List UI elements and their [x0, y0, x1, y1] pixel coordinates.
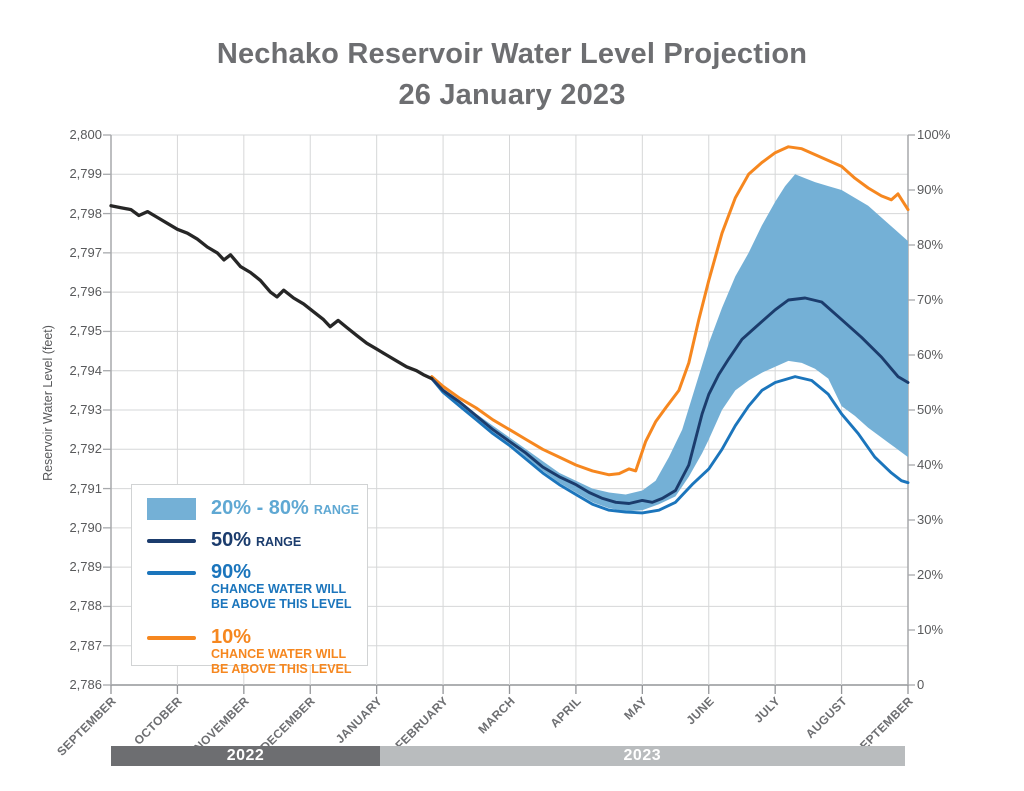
y-left-tick-label: 2,791	[69, 480, 102, 496]
year-bar-2022: 2022	[111, 746, 380, 766]
band-swatch	[147, 497, 196, 520]
legend-p90-caption: CHANCE WATER WILL BE ABOVE THIS LEVEL	[211, 582, 352, 611]
median-line-swatch	[147, 538, 196, 543]
x-tick-label-january-4: JANUARY	[332, 694, 385, 747]
y-left-tick-label: 2,799	[69, 166, 102, 182]
legend-band-sub: RANGE	[313, 503, 359, 517]
p10-line	[430, 145, 910, 477]
y-left-tick-label: 2,789	[69, 559, 102, 575]
y-left-tick-label: 2,790	[69, 519, 102, 535]
legend-median-sub: RANGE	[256, 535, 302, 549]
y-right-tick-label: 100%	[917, 127, 951, 142]
x-tick-label-february-5: FEBRUARY	[392, 694, 451, 753]
x-tick-label-july-10: JULY	[751, 694, 784, 726]
p10-line-swatch	[147, 635, 196, 640]
y-left-tick-label: 2,798	[69, 205, 102, 221]
chart-title-line1: Nechako Reservoir Water Level Projection	[216, 38, 808, 70]
x-tick-label-september-0: SEPTEMBER	[54, 694, 119, 759]
legend-item-p10: 10%	[147, 626, 367, 649]
chart-title-line2: 26 January 2023	[398, 79, 626, 111]
x-tick-label-june-9: JUNE	[683, 694, 717, 728]
legend-p10-pct: 10%	[211, 626, 252, 648]
legend-item-band: 20% - 80% RANGE	[147, 497, 367, 520]
p90-line-swatch	[147, 570, 196, 575]
y-right-tick-label: 80%	[917, 237, 944, 252]
y-right-tick-label: 50%	[917, 402, 944, 417]
x-tick-label-october-1: OCTOBER	[131, 694, 186, 748]
y-right-tick-label: 0	[917, 677, 925, 692]
legend-band-pct: 20% - 80%	[211, 497, 309, 519]
p90-line	[430, 375, 910, 515]
y-right-tick-label: 20%	[917, 567, 944, 582]
y-right-tick-label: 90%	[917, 182, 944, 197]
legend-p10-caption: CHANCE WATER WILL BE ABOVE THIS LEVEL	[211, 647, 352, 676]
y-left-tick-label: 2,800	[69, 127, 102, 142]
legend-p90-pct: 90%	[211, 561, 252, 583]
x-tick-label-august-11: AUGUST	[802, 694, 850, 742]
legend-box: 20% - 80% RANGE 50% RANGE 90% CHANCE WAT…	[131, 484, 368, 676]
y-left-tick-label: 2,795	[69, 323, 102, 339]
y-left-tick-label: 2,786	[69, 677, 102, 692]
y-left-tick-label: 2,797	[69, 244, 102, 260]
median-line	[430, 296, 910, 505]
y-right-tick-label: 40%	[917, 457, 944, 472]
y-right-tick-label: 70%	[917, 292, 944, 307]
y-right-tick-label: 30%	[917, 512, 944, 527]
legend-median-pct: 50%	[211, 529, 252, 551]
historical-line	[109, 204, 434, 381]
y-left-tick-label: 2,792	[69, 441, 102, 457]
band-20-80	[436, 174, 908, 512]
x-tick-label-may-8: MAY	[621, 694, 651, 723]
y-left-tick-label: 2,788	[69, 598, 102, 614]
y-left-tick-label: 2,794	[69, 362, 102, 378]
legend-item-p90: 90%	[147, 561, 367, 584]
y-left-tick-label: 2,793	[69, 402, 102, 417]
x-tick-label-april-7: APRIL	[547, 694, 584, 731]
chart-title: Nechako Reservoir Water Level Projection…	[0, 34, 1024, 116]
y-right-tick-label: 10%	[917, 622, 944, 637]
year-bar-2023: 2023	[379, 746, 905, 766]
y-left-tick-label: 2,787	[69, 637, 102, 653]
y-right-tick-label: 60%	[917, 347, 944, 362]
legend-item-median: 50% RANGE	[147, 529, 367, 552]
x-tick-label-march-6: MARCH	[474, 694, 518, 737]
y-left-tick-label: 2,796	[69, 284, 102, 300]
